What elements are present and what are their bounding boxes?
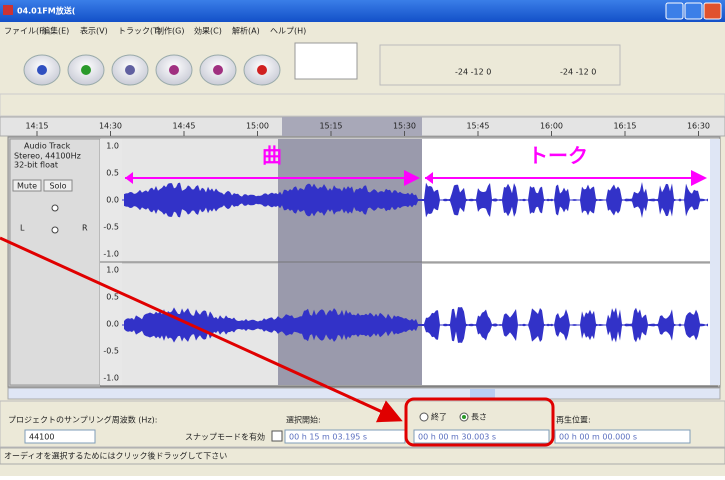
solo-label: Solo: [49, 182, 66, 191]
button-icon: [125, 65, 135, 75]
minimize-button[interactable]: [666, 3, 683, 19]
tools-toolbar: [295, 43, 357, 79]
title-bar: [0, 0, 725, 22]
timeline-label: 16:00: [540, 122, 563, 131]
button-icon: [213, 65, 223, 75]
gain-slider[interactable]: [52, 205, 58, 211]
scale-label: 1.0: [106, 266, 119, 275]
snap-label: スナップモードを有効: [185, 432, 265, 442]
scale-label: -0.5: [103, 347, 119, 356]
maximize-button[interactable]: [685, 3, 702, 19]
position-label: 再生位置:: [556, 415, 591, 425]
track-name: Audio Track: [24, 142, 71, 151]
pan-slider[interactable]: [52, 227, 58, 233]
edit-toolbar: [0, 94, 725, 116]
timeline-label: 15:00: [246, 122, 269, 131]
annotation-song: 曲: [262, 144, 282, 168]
meter-toolbar: [380, 45, 620, 85]
app-icon: [3, 5, 13, 15]
rate-value: 44100: [29, 433, 54, 442]
annotation-talk: トーク: [528, 144, 588, 168]
button-icon: [81, 65, 91, 75]
menu-item[interactable]: ヘルプ(H): [270, 27, 306, 36]
scale-label: 1.0: [106, 142, 119, 151]
window-title: 04.01FM放送(: [17, 6, 76, 16]
timeline-label: 16:15: [613, 122, 636, 131]
mute-label: Mute: [17, 182, 37, 191]
scale-label: -1.0: [103, 374, 119, 383]
button-icon: [37, 65, 47, 75]
status-text: オーディオを選択するためにはクリック後ドラッグして下さい: [4, 451, 227, 461]
end-radio[interactable]: [420, 413, 428, 421]
track-info: Stereo, 44100Hz: [14, 152, 81, 161]
pan-right: R: [82, 224, 88, 233]
timeline-label: 14:45: [172, 122, 195, 131]
timeline-label: 16:30: [687, 122, 710, 131]
menu-item[interactable]: 効果(C): [194, 26, 222, 36]
start-label: 選択開始:: [286, 415, 321, 425]
scale-label: -1.0: [103, 250, 119, 259]
timeline-label: 14:30: [99, 122, 122, 131]
button-icon: [257, 65, 267, 75]
button-icon: [169, 65, 179, 75]
menu-item[interactable]: 解析(A): [232, 26, 260, 36]
pan-left: L: [20, 224, 25, 233]
length-option: 長さ: [471, 413, 487, 422]
menu-item[interactable]: 表示(V): [80, 26, 108, 36]
scale-label: 0.0: [106, 196, 119, 205]
meter-scale: -24 -12 0: [560, 68, 596, 77]
length-value: 00 h 00 m 30.003 s: [418, 433, 496, 442]
menu-item[interactable]: 編集(E): [42, 26, 69, 36]
vertical-scrollbar[interactable]: [710, 139, 720, 385]
timeline-label: 15:15: [319, 122, 342, 131]
timeline-label: 15:30: [393, 122, 416, 131]
scale-label: 0.5: [106, 293, 119, 302]
end-option: 終了: [431, 412, 447, 422]
timeline-label: 14:15: [25, 122, 48, 131]
scale-label: 0.0: [106, 320, 119, 329]
rate-label: プロジェクトのサンプリング周波数 (Hz):: [8, 415, 157, 425]
horizontal-scrollbar[interactable]: [8, 388, 720, 399]
menu-item[interactable]: トラック(T): [118, 27, 161, 36]
meter-scale: -24 -12 0: [455, 68, 491, 77]
position-value: 00 h 00 m 00.000 s: [559, 433, 637, 442]
scale-label: 0.5: [106, 169, 119, 178]
scale-label: -0.5: [103, 223, 119, 232]
scroll-thumb[interactable]: [470, 389, 495, 398]
track-info: 32-bit float: [14, 161, 58, 170]
timeline-label: 15:45: [466, 122, 489, 131]
snap-checkbox[interactable]: [272, 431, 282, 441]
close-button[interactable]: [704, 3, 721, 19]
menu-item[interactable]: ファイル(F): [4, 27, 47, 36]
menu-item[interactable]: 制作(G): [156, 26, 184, 36]
start-value: 00 h 15 m 03.195 s: [289, 433, 367, 442]
audacity-window: 04.01FM放送( ファイル(F)編集(E) 表示(V) トラック(T)制作(G)…: [0, 0, 725, 476]
radio-dot: [462, 415, 466, 419]
